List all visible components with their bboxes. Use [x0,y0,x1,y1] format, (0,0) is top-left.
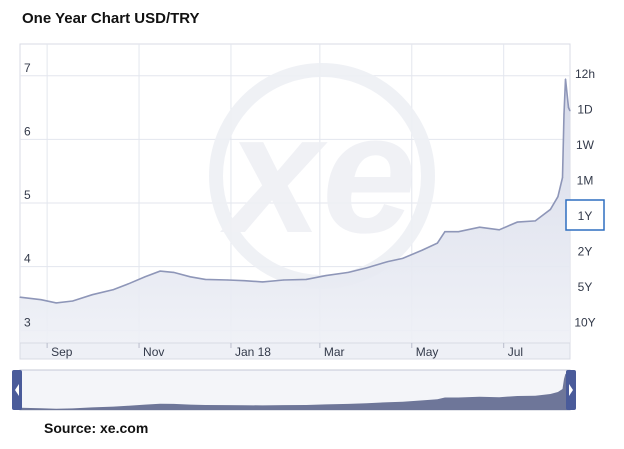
data-point [144,276,146,278]
x-tick-label: Jul [508,345,523,359]
data-point [402,257,404,259]
range-button-label: 1Y [578,209,593,223]
x-tick-label: Sep [51,345,73,359]
x-axis: Sep Nov Jan 18 Mar May Jul [46,343,523,359]
range-button-5y[interactable]: 5Y [578,280,593,294]
range-button-selected-frame [565,199,605,231]
range-button-label: 12h [575,67,595,81]
range-button-1m[interactable]: 1M [577,174,594,188]
chevron-left-icon [15,384,19,396]
data-point [549,208,552,210]
data-point [564,78,567,80]
data-point [40,299,42,301]
y-tick-label: 6 [24,124,31,138]
data-point [534,220,536,222]
x-tick-label: Mar [324,345,345,359]
data-point [204,278,206,280]
range-button-12h[interactable]: 12h [575,67,595,81]
data-point [19,296,21,298]
range-button-1y[interactable]: 1Y [565,199,605,231]
data-point [283,279,285,281]
data-point [479,226,481,228]
navigator-area [20,373,570,410]
navigator-handle-left[interactable] [12,370,22,410]
y-tick-label: 7 [24,61,31,75]
data-point [189,276,191,278]
area-fill [20,79,570,343]
data-point [72,300,74,302]
chevron-right-icon [569,384,573,396]
data-point [347,271,350,273]
x-tick-label: May [416,345,439,359]
x-tick-label: Nov [143,345,164,359]
source-credit: Source: xe.com [44,420,149,436]
range-button-label: 10Y [574,316,595,330]
data-point [569,110,571,112]
range-selector: 12h 1D 1W 1M 1Y 2Y 5Y 10Y [565,67,605,330]
data-point [498,229,500,231]
data-point [436,242,438,244]
range-button-label: 1W [576,138,595,152]
y-tick-label: 4 [24,252,31,266]
y-axis: 3 4 5 6 7 [24,61,31,329]
navigator-series [20,373,570,410]
x-axis-band [19,342,571,360]
data-point [127,283,130,285]
range-button-label: 2Y [578,245,593,259]
data-point [457,231,460,233]
navigator-handle-right[interactable] [566,370,576,410]
data-point [366,267,368,269]
watermark-text: xe [219,79,416,269]
data-point [516,221,518,223]
area-series [19,78,571,343]
xe-watermark-logo: xe [209,63,435,289]
data-point [387,261,389,263]
data-point [561,177,564,179]
data-point [243,280,246,282]
chart-title: One Year Chart USD/TRY [22,10,200,27]
range-button-label: 1M [577,174,594,188]
data-point [55,302,57,304]
data-point [444,231,446,233]
range-button-label: 1D [577,103,593,117]
data-point [325,275,327,277]
data-point [421,249,423,251]
data-point [227,279,229,281]
data-point [112,289,114,291]
data-point [567,107,570,109]
range-button-2y[interactable]: 2Y [578,245,593,259]
data-point [91,294,93,296]
range-button-10y[interactable]: 10Y [574,316,595,330]
data-point [305,278,307,280]
data-point [557,196,559,198]
y-tick-label: 3 [24,315,31,329]
x-tick-label: Jan 18 [235,345,271,359]
data-point [563,113,565,115]
data-point [159,270,161,272]
data-point [173,271,175,273]
y-tick-label: 5 [24,188,31,202]
range-button-1d[interactable]: 1D [577,103,593,117]
range-button-label: 5Y [578,280,593,294]
range-button-1w[interactable]: 1W [576,138,595,152]
data-point [262,281,264,283]
